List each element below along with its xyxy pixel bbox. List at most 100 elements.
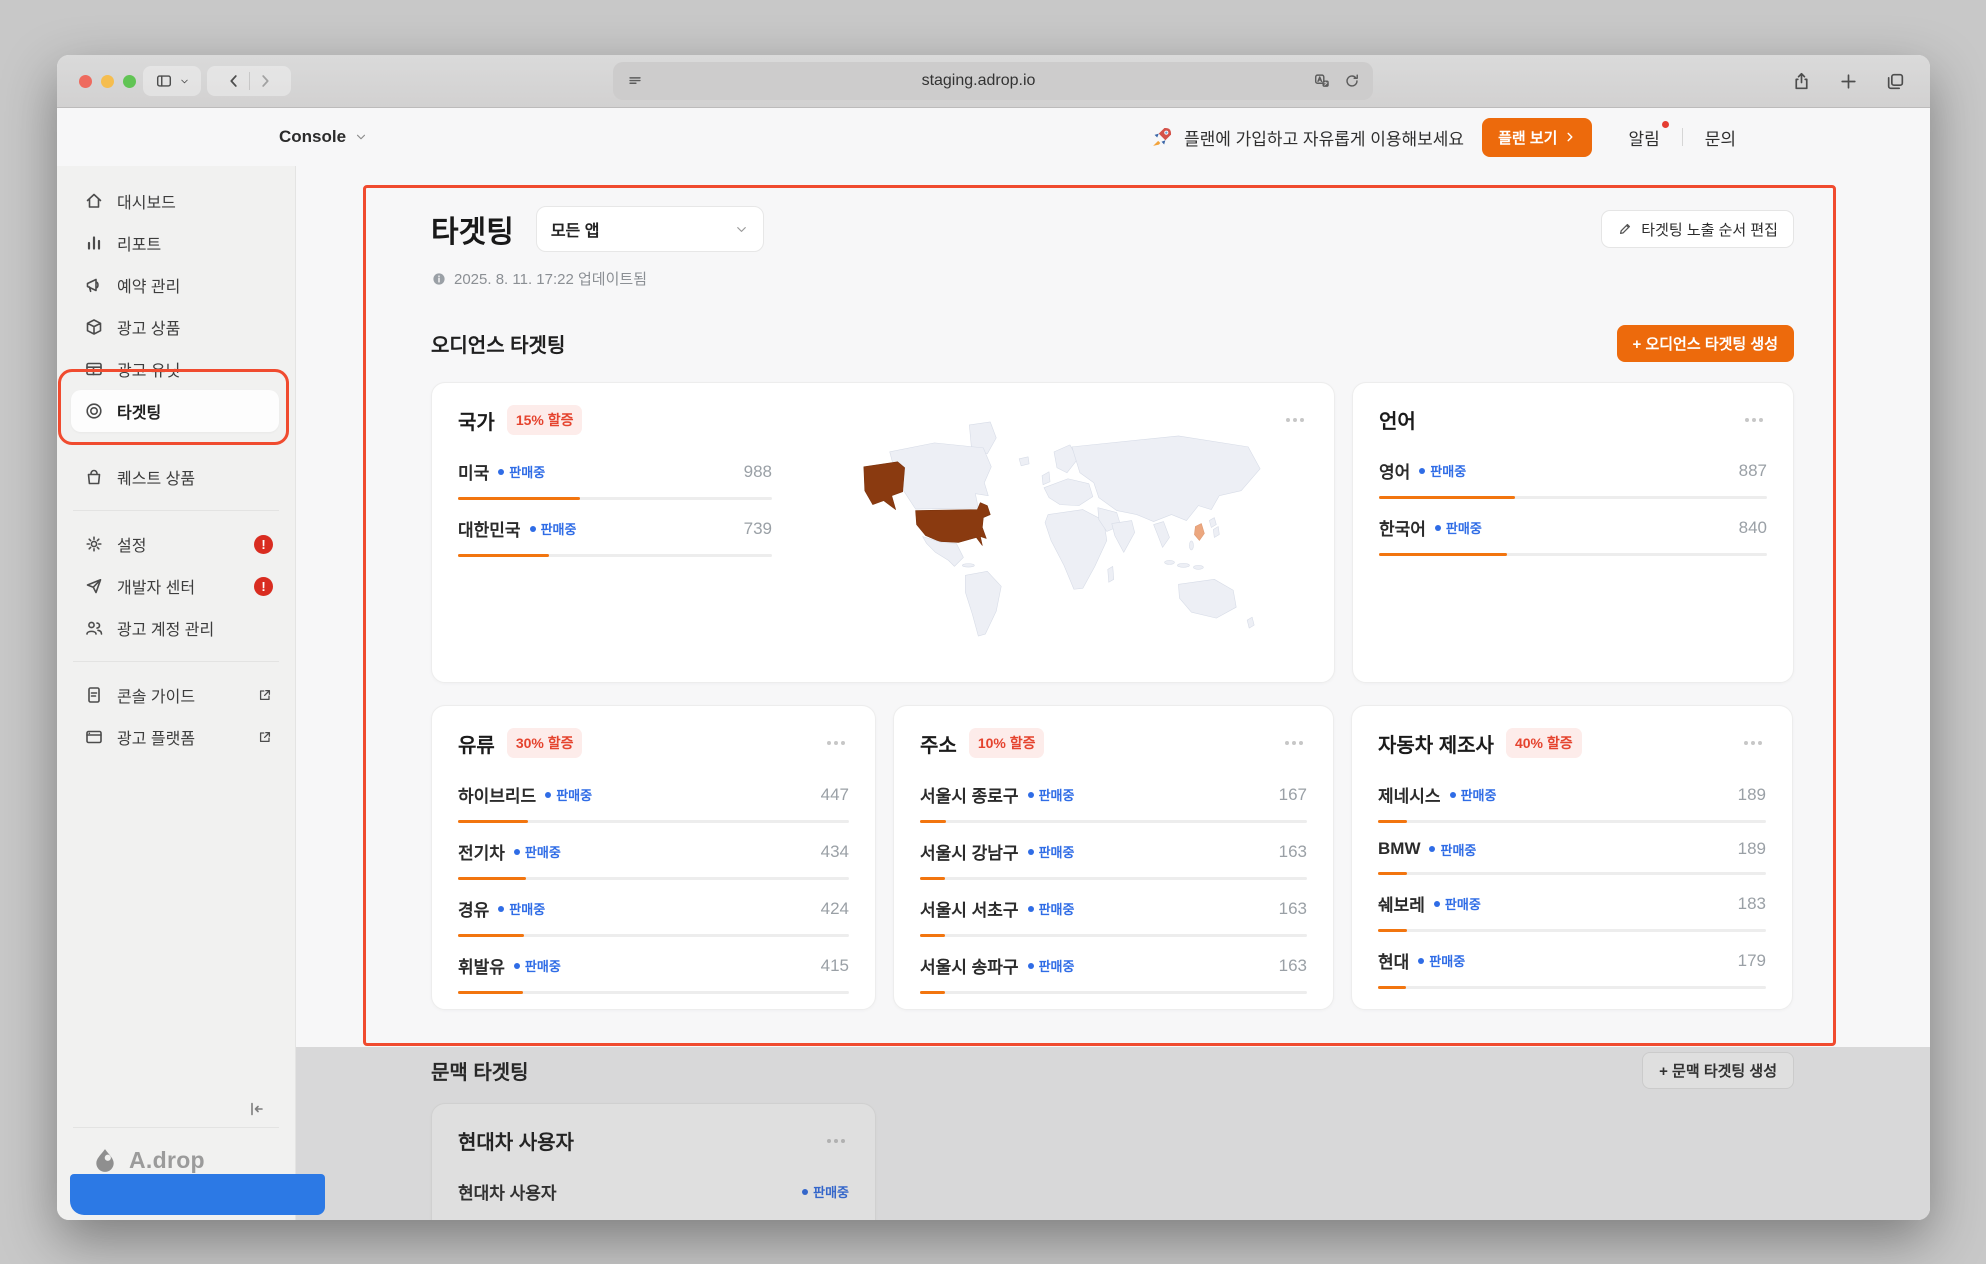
sidebar-item-label: 광고 계정 관리 (117, 622, 215, 639)
status-badge: 판매중 (1418, 951, 1465, 970)
status-label: 판매중 (509, 465, 546, 480)
sidebar-item-bag[interactable]: 퀘스트 상품 (71, 456, 279, 498)
card-header: 현대차 사용자 (458, 1126, 849, 1155)
zoom-window-button[interactable] (123, 74, 136, 88)
traffic-lights (79, 74, 136, 88)
forward-icon[interactable] (256, 72, 274, 90)
chevron-down-icon (736, 226, 746, 232)
status-dot (1434, 524, 1441, 531)
map-island (1193, 565, 1204, 570)
card-header: 국가 15% 할증 (458, 405, 1308, 435)
row-value: 163 (1278, 898, 1307, 918)
row-label: 영어 (1379, 463, 1411, 482)
menu-dot (834, 1138, 838, 1143)
row-label: 현대차 사용자 (458, 1184, 557, 1203)
card-menu-button[interactable] (1281, 737, 1307, 749)
address-bar[interactable]: staging.adrop.io (613, 62, 1373, 100)
sidebar-item-megaphone[interactable]: 예약 관리 (71, 264, 279, 306)
progress-track (458, 820, 849, 823)
row-label: 경유 (458, 901, 490, 920)
sidebar-toggle-button[interactable] (143, 66, 201, 96)
targeting-row-line: 하이브리드 판매중 447 (458, 782, 849, 807)
card-menu-button[interactable] (823, 1135, 849, 1147)
app-filter-dropdown[interactable]: 모든 앱 (535, 206, 764, 252)
sidebar-item-home[interactable]: 대시보드 (71, 180, 279, 222)
status-dot (545, 791, 552, 798)
create-context-targeting-button[interactable]: + 문맥 타겟팅 생성 (1642, 1052, 1794, 1089)
targeting-row-line: BMW 판매중 189 (1378, 839, 1766, 859)
card-menu-button[interactable] (1741, 414, 1767, 426)
card-menu-button[interactable] (1282, 414, 1308, 426)
progress-fill (1378, 872, 1408, 875)
menu-dot (1292, 741, 1296, 745)
targeting-row-line: 현대차 사용자 판매중 (458, 1179, 849, 1204)
new-tab-icon[interactable] (1838, 71, 1859, 92)
console-menu[interactable]: Console (279, 127, 368, 147)
sidebar-item-chart[interactable]: 리포트 (71, 222, 279, 264)
status-label: 판매중 (556, 788, 593, 803)
notifications-link[interactable]: 알림 (1628, 120, 1669, 150)
collapse-sidebar-button[interactable] (247, 1099, 267, 1119)
targeting-row: 쉐보레 판매중 183 (1378, 875, 1766, 932)
edit-exposure-order-button[interactable]: 타겟팅 노출 순서 편집 (1601, 210, 1794, 248)
menu-dot (1745, 417, 1749, 422)
sidebar-item-gear[interactable]: 설정! (71, 523, 279, 565)
view-plan-button[interactable]: 플랜 보기 (1482, 117, 1593, 157)
sidebar-item-send[interactable]: 개발자 센터! (71, 565, 279, 607)
sidebar-bottom: A.drop (57, 1099, 295, 1220)
sidebar-item-package[interactable]: 광고 상품 (71, 306, 279, 348)
targeting-row: 하이브리드 판매중 447 (458, 766, 849, 823)
create-audience-targeting-button[interactable]: + 오디언스 타겟팅 생성 (1616, 325, 1794, 362)
rocket-icon (1153, 127, 1172, 146)
translate-icon[interactable] (1313, 72, 1331, 90)
map-south-america (965, 571, 1002, 637)
status-badge: 판매중 (1027, 785, 1074, 804)
reload-icon[interactable] (1343, 72, 1361, 90)
card-menu-button[interactable] (1740, 737, 1766, 749)
sidebar-item-browser[interactable]: 광고 플랫폼 (71, 716, 279, 758)
row-label: BMW (1378, 839, 1421, 858)
audience-section-title: 오디언스 타겟팅 (431, 335, 566, 357)
sidebar-item-users[interactable]: 광고 계정 관리 (71, 607, 279, 649)
sidebar-item-target[interactable]: 타겟팅 (71, 390, 279, 432)
row-label: 서울시 서초구 (920, 901, 1019, 920)
back-icon[interactable] (225, 72, 243, 90)
row-value: 739 (743, 518, 772, 538)
surcharge-badge: 15% 할증 (506, 405, 583, 435)
annotation-main-region (363, 185, 1836, 1046)
status-dot (1429, 846, 1436, 852)
progress-fill (458, 991, 524, 994)
share-icon[interactable] (1791, 71, 1812, 92)
progress-track (1379, 553, 1767, 556)
external-link-icon (257, 687, 273, 703)
status-label: 판매중 (1038, 959, 1075, 974)
card-menu-button[interactable] (823, 737, 849, 749)
targeting-row-line: 현대 판매중 179 (1378, 948, 1766, 973)
collapse-icon (251, 1102, 263, 1116)
card-title: 주소 (920, 734, 957, 757)
map-alaska (863, 461, 905, 510)
progress-fill (920, 934, 945, 937)
map-usa (915, 502, 991, 546)
status-label: 판매중 (1444, 897, 1481, 912)
close-window-button[interactable] (79, 74, 92, 88)
row-value: 163 (1278, 955, 1307, 975)
status-label: 판매중 (524, 845, 561, 860)
row-label: 서울시 강남구 (920, 844, 1019, 863)
contact-link[interactable]: 문의 (1704, 129, 1736, 149)
menu-dot (1744, 741, 1748, 745)
progress-fill (1379, 496, 1515, 499)
sidebar-item-label: 설정 (117, 538, 147, 555)
nav-buttons (207, 66, 291, 96)
status-badge: 판매중 (498, 462, 545, 481)
map-korea (1194, 523, 1205, 541)
reader-view-icon[interactable] (626, 72, 644, 90)
minimize-window-button[interactable] (101, 74, 114, 88)
sidebar-item-label: 퀘스트 상품 (117, 471, 196, 488)
row-value: 189 (1737, 784, 1766, 804)
progress-track (920, 820, 1307, 823)
map-island (1164, 560, 1175, 565)
page-title: 타겟팅 (431, 216, 514, 249)
tab-overview-icon[interactable] (1885, 71, 1906, 92)
sidebar-item-doc[interactable]: 콘솔 가이드 (71, 674, 279, 716)
